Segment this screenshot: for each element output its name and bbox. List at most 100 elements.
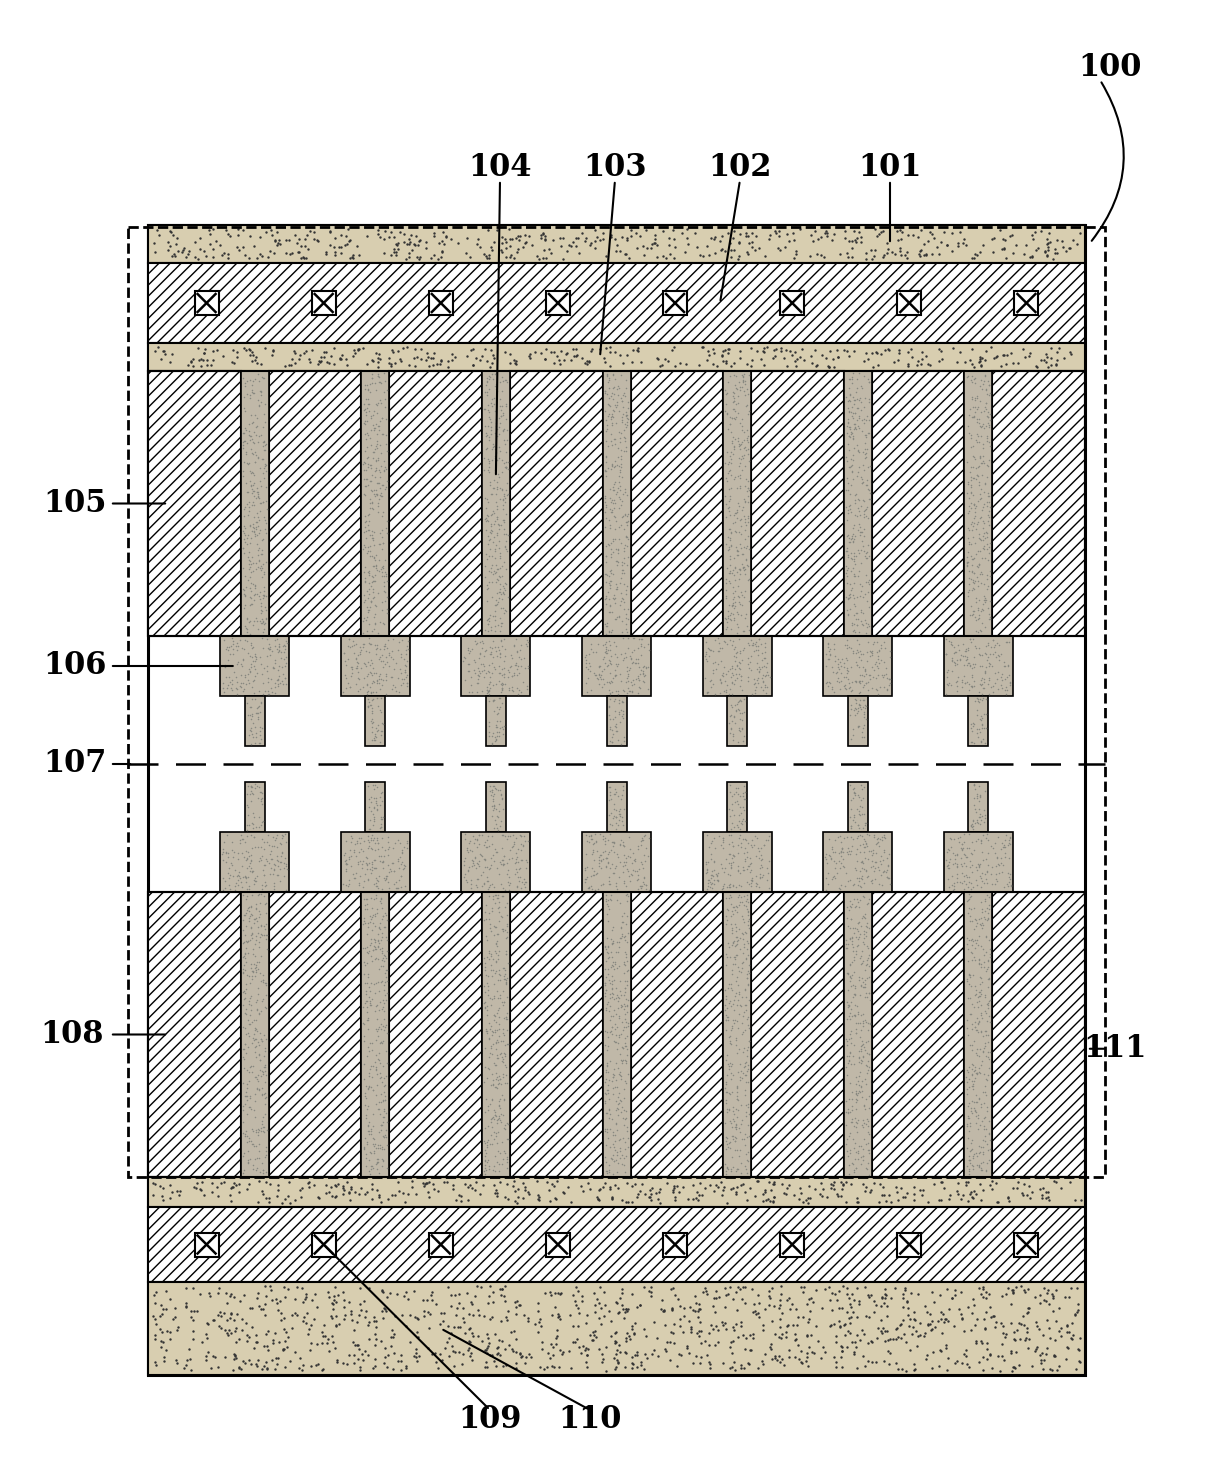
Point (871, 853, 891, 876)
Point (612, 407, 632, 431)
Point (612, 1294, 632, 1317)
Bar (312, 291, 335, 316)
Point (612, 910, 632, 934)
Point (248, 1156, 267, 1180)
Point (604, 1162, 623, 1186)
Point (838, 1100, 857, 1124)
Point (998, 653, 1018, 677)
Point (607, 940, 627, 963)
Point (615, 950, 634, 974)
Point (602, 976, 622, 1000)
Point (829, 656, 849, 680)
Point (738, 652, 758, 676)
Point (484, 1099, 504, 1122)
Point (230, 628, 250, 652)
Point (276, 878, 296, 901)
Point (981, 636, 1000, 659)
Point (450, 1339, 469, 1363)
Point (250, 816, 270, 839)
Point (191, 354, 211, 378)
Point (715, 1276, 734, 1299)
Point (617, 534, 637, 558)
Point (382, 1335, 402, 1358)
Point (901, 1307, 920, 1330)
Point (722, 245, 742, 268)
Point (986, 661, 1005, 684)
Point (235, 959, 255, 982)
Point (246, 959, 266, 982)
Point (602, 1106, 622, 1130)
Point (250, 1022, 270, 1046)
Point (237, 575, 256, 599)
Point (633, 827, 653, 851)
Point (729, 826, 749, 850)
Point (479, 884, 499, 907)
Point (540, 1179, 559, 1202)
Point (371, 482, 391, 506)
Point (712, 344, 732, 367)
Point (973, 715, 993, 739)
Point (966, 932, 986, 956)
Point (474, 945, 494, 969)
Point (605, 1075, 625, 1099)
Point (264, 835, 283, 858)
Point (395, 1356, 415, 1379)
Point (495, 1044, 515, 1068)
Point (392, 841, 411, 864)
Point (728, 782, 748, 805)
Point (965, 577, 984, 600)
Point (970, 690, 989, 714)
Point (366, 1136, 386, 1159)
Point (738, 913, 758, 937)
Point (362, 715, 382, 739)
Point (712, 1310, 732, 1333)
Point (719, 798, 739, 822)
Point (851, 914, 871, 938)
Point (602, 1148, 622, 1171)
Point (880, 668, 899, 692)
Point (488, 1120, 508, 1143)
Point (363, 813, 383, 836)
Point (585, 218, 605, 242)
Point (605, 491, 625, 515)
Point (275, 822, 294, 845)
Point (196, 1344, 216, 1367)
Point (495, 1043, 515, 1066)
Point (370, 1041, 389, 1065)
Point (483, 544, 503, 568)
Point (234, 541, 254, 565)
Point (221, 863, 240, 886)
Point (245, 897, 265, 920)
Point (674, 1320, 694, 1344)
Point (599, 370, 618, 394)
Point (957, 450, 977, 473)
Point (871, 1294, 891, 1317)
Point (485, 808, 505, 832)
Point (958, 1156, 978, 1180)
Point (472, 652, 492, 676)
Point (995, 630, 1015, 653)
Point (600, 593, 620, 617)
Point (824, 223, 844, 246)
Point (708, 869, 728, 892)
Point (821, 671, 840, 695)
Point (968, 454, 988, 478)
Point (886, 1317, 906, 1341)
Point (977, 1084, 997, 1108)
Point (476, 637, 495, 661)
Point (241, 732, 261, 755)
Point (474, 1035, 494, 1059)
Bar (341, 636, 410, 696)
Point (844, 948, 864, 972)
Point (970, 774, 989, 798)
Point (373, 1148, 393, 1171)
Point (631, 875, 650, 898)
Point (276, 847, 296, 870)
Point (607, 453, 627, 476)
Point (373, 531, 393, 555)
Point (616, 503, 636, 527)
Point (734, 1056, 754, 1080)
Point (354, 636, 373, 659)
Point (612, 994, 632, 1018)
Point (737, 428, 756, 451)
